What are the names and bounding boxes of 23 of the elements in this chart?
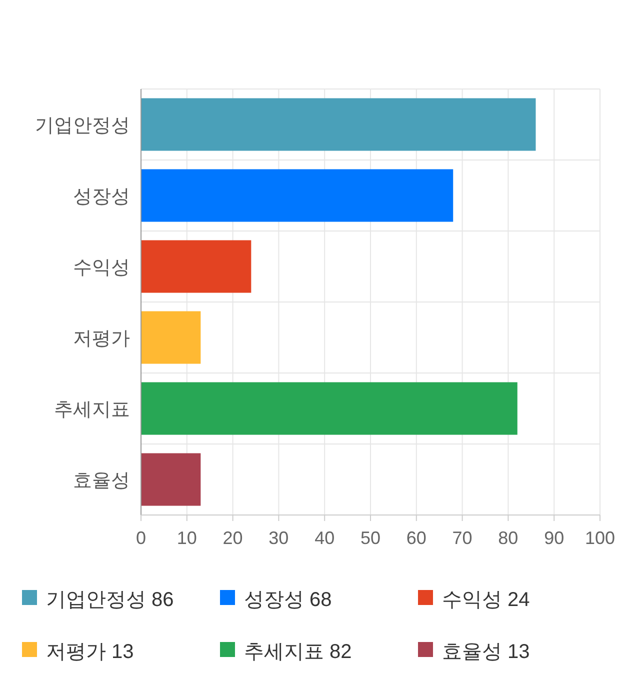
y-tick-label: 수익성 <box>73 258 130 278</box>
x-tick-label: 20 <box>222 528 243 548</box>
legend-label: 효율성 13 <box>442 641 530 663</box>
y-tick-label: 효율성 <box>73 470 130 492</box>
x-tick-label: 40 <box>314 528 335 548</box>
x-tick-label: 70 <box>452 528 472 548</box>
y-tick-label: 기업안정성 <box>35 116 130 136</box>
x-tick-label: 10 <box>176 528 197 548</box>
legend-label: 기업안정성 86 <box>46 589 174 611</box>
x-tick-label: 50 <box>360 528 381 548</box>
legend-label: 성장성 68 <box>244 589 332 611</box>
legend-label: 추세지표 82 <box>244 641 352 663</box>
y-tick-label: 저평가 <box>73 328 130 350</box>
legend-label: 저평가 13 <box>46 641 134 663</box>
x-tick-label: 90 <box>544 528 564 548</box>
x-tick-label: 100 <box>584 528 616 548</box>
x-tick-label: 60 <box>406 528 426 548</box>
x-tick-label: 0 <box>136 528 146 548</box>
x-tick-label: 80 <box>498 528 518 548</box>
y-tick-label: 성장성 <box>73 186 130 208</box>
legend-label: 수익성 24 <box>442 589 530 611</box>
y-tick-label: 추세지표 <box>54 400 130 420</box>
x-tick-label: 30 <box>268 528 289 548</box>
